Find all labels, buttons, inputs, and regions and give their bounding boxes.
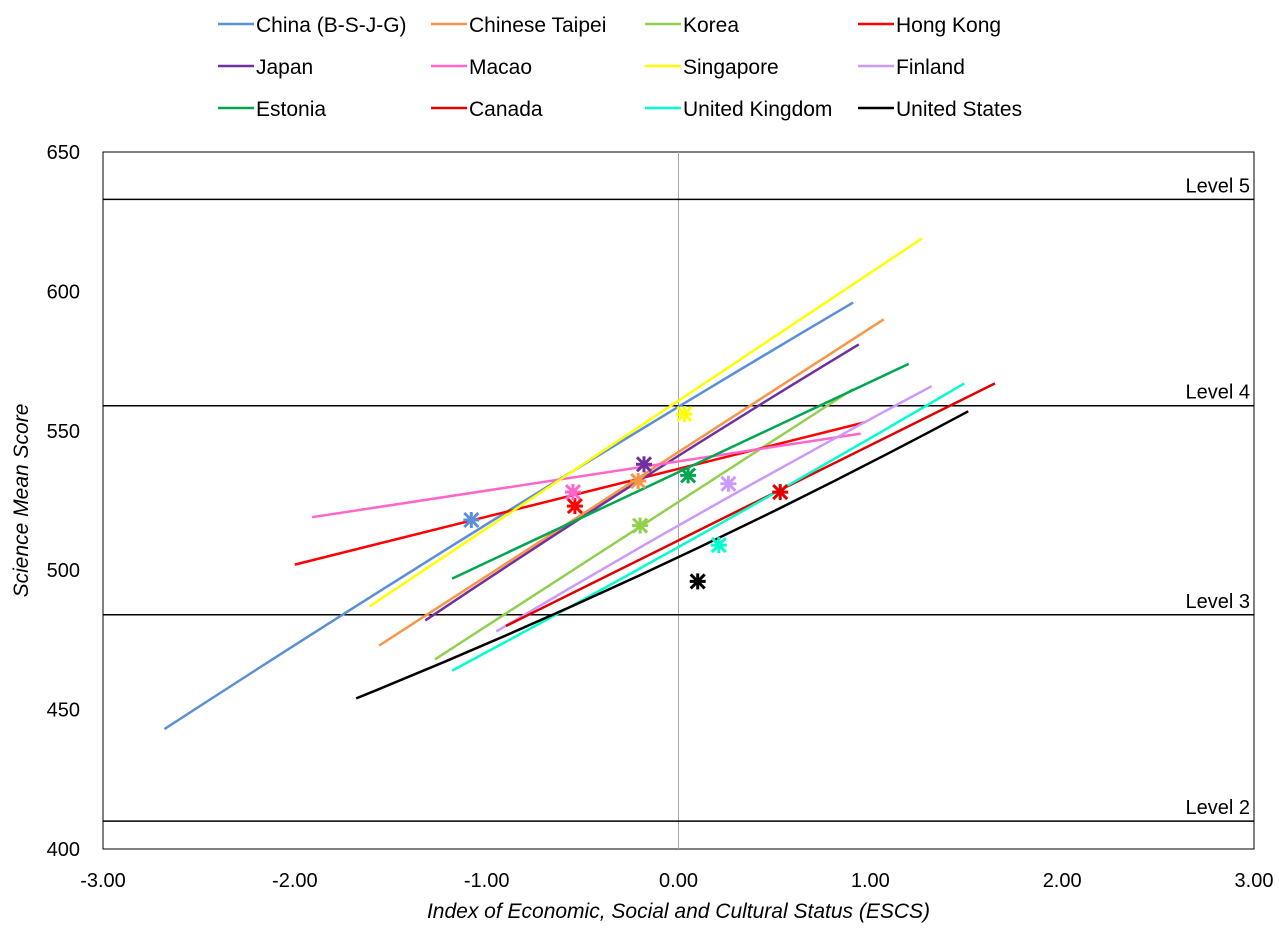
y-tick-label: 550 [47, 421, 80, 443]
y-tick-label: 650 [47, 142, 80, 164]
x-tick-label: -2.00 [272, 870, 318, 892]
x-tick-label: 2.00 [1043, 870, 1082, 892]
level-label: Level 3 [1186, 591, 1251, 613]
series-line [451, 362, 910, 580]
mean-marker [632, 517, 649, 534]
mean-marker [566, 498, 583, 515]
x-tick-label: 1.00 [851, 870, 890, 892]
mean-marker [463, 511, 480, 529]
legend-label: Korea [683, 14, 739, 37]
mean-marker [680, 467, 697, 484]
legend-label: Canada [469, 98, 543, 121]
series-line [451, 382, 965, 672]
x-tick-label: -3.00 [80, 870, 126, 892]
legend-label: Chinese Taipei [469, 14, 606, 37]
level-label: Level 2 [1186, 797, 1251, 819]
legend-label: Finland [896, 56, 965, 79]
legend-label: China (B-S-J-G) [256, 14, 407, 37]
x-axis-title: Index of Economic, Social and Cultural S… [427, 900, 930, 923]
series-line [495, 385, 933, 633]
x-tick-label: 0.00 [659, 870, 698, 892]
legend-label: United States [896, 98, 1022, 121]
series-line [505, 382, 996, 628]
legend-label: Macao [469, 56, 532, 79]
series-line [163, 301, 854, 731]
x-tick-label: -1.00 [464, 870, 510, 892]
series-line [355, 410, 969, 700]
legend-label: Singapore [683, 56, 779, 79]
mean-marker [635, 456, 653, 473]
mean-marker [772, 484, 789, 501]
legend-label: United Kingdom [683, 98, 832, 121]
mean-marker [630, 472, 647, 490]
y-tick-label: 450 [47, 700, 80, 722]
legend-label: Hong Kong [896, 14, 1001, 37]
y-tick-label: 500 [47, 560, 80, 582]
mean-marker [564, 484, 582, 501]
series-line [368, 237, 923, 608]
mean-marker [689, 573, 706, 590]
level-label: Level 5 [1186, 175, 1251, 197]
y-tick-label: 600 [47, 281, 80, 303]
series-line [311, 432, 861, 519]
mean-marker [676, 406, 693, 423]
level-label: Level 4 [1186, 382, 1251, 404]
mean-marker [710, 537, 727, 554]
legend-label: Estonia [256, 98, 326, 121]
y-axis-title: Science Mean Score [10, 404, 33, 598]
mean-marker [720, 475, 737, 492]
x-tick-label: 3.00 [1235, 870, 1274, 892]
legend-label: Japan [256, 56, 313, 79]
y-tick-label: 400 [47, 839, 80, 861]
